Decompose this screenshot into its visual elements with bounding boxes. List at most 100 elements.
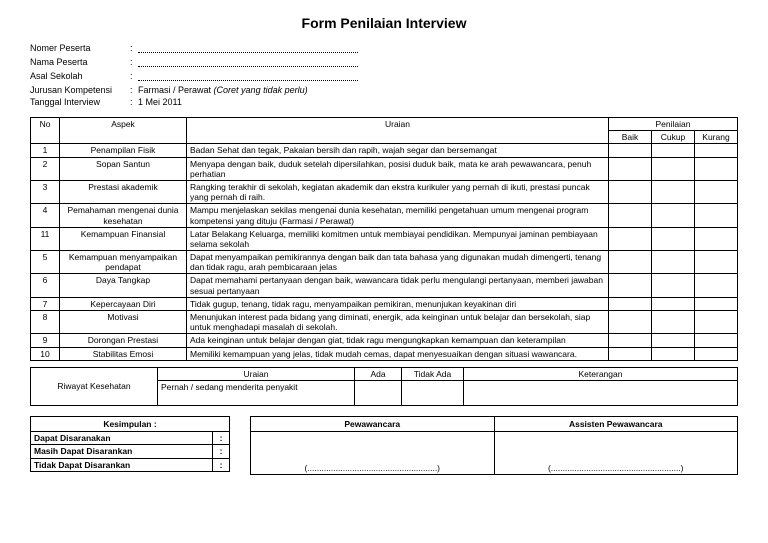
th-no: No <box>31 118 60 144</box>
cell-aspek: Kemampuan Finansial <box>60 227 187 250</box>
cell-cukup[interactable] <box>652 334 695 347</box>
cell-cukup[interactable] <box>652 251 695 274</box>
nama-value[interactable] <box>138 57 738 69</box>
cell-aspek: Stabilitas Emosi <box>60 347 187 360</box>
sign-p1-cell[interactable]: (.......................................… <box>251 432 495 475</box>
cell-aspek: Motivasi <box>60 311 187 334</box>
nomer-label: Nomer Peserta <box>30 43 130 55</box>
health-item: Pernah / sedang menderita penyakit <box>158 380 355 405</box>
cell-baik[interactable] <box>609 144 652 157</box>
cell-aspek: Dorongan Prestasi <box>60 334 187 347</box>
th-kurang: Kurang <box>695 131 738 144</box>
cell-baik[interactable] <box>609 204 652 227</box>
cell-kurang[interactable] <box>695 274 738 297</box>
cell-kurang[interactable] <box>695 334 738 347</box>
cell-kurang[interactable] <box>695 311 738 334</box>
cell-uraian: Latar Belakang Keluarga, memiliki komitm… <box>187 227 609 250</box>
cell-kurang[interactable] <box>695 180 738 203</box>
asal-value[interactable] <box>138 71 738 83</box>
cell-uraian: Tidak gugup, tenang, tidak ragu, menyamp… <box>187 297 609 310</box>
cell-cukup[interactable] <box>652 274 695 297</box>
signature-table: Pewawancara Assisten Pewawancara (......… <box>250 416 738 475</box>
sign-p2-cell[interactable]: (.......................................… <box>494 432 738 475</box>
table-row: 8MotivasiMenunjukan interest pada bidang… <box>31 311 738 334</box>
cell-no: 10 <box>31 347 60 360</box>
health-table: Riwayat Kesehatan Uraian Ada Tidak Ada K… <box>30 367 738 406</box>
cell-baik[interactable] <box>609 157 652 180</box>
cell-uraian: Ada keinginan untuk belajar dengan giat,… <box>187 334 609 347</box>
cell-cukup[interactable] <box>652 311 695 334</box>
page-title: Form Penilaian Interview <box>30 15 738 31</box>
th-penilaian: Penilaian <box>609 118 738 131</box>
cell-uraian: Menyapa dengan baik, duduk setelah diper… <box>187 157 609 180</box>
sign-p1-h: Pewawancara <box>251 416 495 431</box>
health-ket-cell[interactable] <box>464 380 738 405</box>
assessment-table: No Aspek Uraian Penilaian Baik Cukup Kur… <box>30 117 738 361</box>
health-label: Riwayat Kesehatan <box>31 367 158 405</box>
cell-uraian: Dapat memahami pertanyaan dengan baik, w… <box>187 274 609 297</box>
cell-baik[interactable] <box>609 334 652 347</box>
kesimpulan-table: Kesimpulan : Dapat Disaranakan : Masih D… <box>30 416 230 472</box>
jurusan-value: Farmasi / Perawat (Coret yang tidak perl… <box>138 85 738 95</box>
cell-baik[interactable] <box>609 227 652 250</box>
cell-no: 8 <box>31 311 60 334</box>
cell-cukup[interactable] <box>652 347 695 360</box>
cell-baik[interactable] <box>609 297 652 310</box>
jurusan-note: (Coret yang tidak perlu) <box>214 85 308 95</box>
cell-no: 1 <box>31 144 60 157</box>
cell-kurang[interactable] <box>695 144 738 157</box>
cell-cukup[interactable] <box>652 204 695 227</box>
cell-kurang[interactable] <box>695 297 738 310</box>
cell-aspek: Kemampuan menyampaikan pendapat <box>60 251 187 274</box>
table-row: 5Kemampuan menyampaikan pendapatDapat me… <box>31 251 738 274</box>
table-row: 1Penampilan FisikBadan Sehat dan tegak, … <box>31 144 738 157</box>
cell-no: 9 <box>31 334 60 347</box>
cell-baik[interactable] <box>609 180 652 203</box>
jurusan-label: Jurusan Kompetensi <box>30 85 130 95</box>
cell-cukup[interactable] <box>652 297 695 310</box>
table-row: 6Daya TangkapDapat memahami pertanyaan d… <box>31 274 738 297</box>
colon: : <box>130 43 138 55</box>
nomer-value[interactable] <box>138 43 738 55</box>
cell-aspek: Daya Tangkap <box>60 274 187 297</box>
cell-baik[interactable] <box>609 347 652 360</box>
cell-baik[interactable] <box>609 274 652 297</box>
cell-aspek: Prestasi akademik <box>60 180 187 203</box>
cell-uraian: Rangking terakhir di sekolah, kegiatan a… <box>187 180 609 203</box>
jurusan-text: Farmasi / Perawat <box>138 85 211 95</box>
table-row: 3Prestasi akademikRangking terakhir di s… <box>31 180 738 203</box>
cell-cukup[interactable] <box>652 180 695 203</box>
cell-cukup[interactable] <box>652 157 695 180</box>
cell-cukup[interactable] <box>652 144 695 157</box>
cell-no: 5 <box>31 251 60 274</box>
cell-kurang[interactable] <box>695 227 738 250</box>
cell-baik[interactable] <box>609 311 652 334</box>
cell-kurang[interactable] <box>695 157 738 180</box>
th-cukup: Cukup <box>652 131 695 144</box>
health-tidak-cell[interactable] <box>402 380 464 405</box>
table-row: 4Pemahaman mengenai dunia kesehatanMampu… <box>31 204 738 227</box>
cell-uraian: Menunjukan interest pada bidang yang dim… <box>187 311 609 334</box>
cell-baik[interactable] <box>609 251 652 274</box>
bottom-section: Kesimpulan : Dapat Disaranakan : Masih D… <box>30 416 738 475</box>
health-ada-cell[interactable] <box>355 380 402 405</box>
tanggal-label: Tanggal Interview <box>30 97 130 107</box>
cell-aspek: Kepercayaan Diri <box>60 297 187 310</box>
th-uraian: Uraian <box>187 118 609 144</box>
table-row: 7Kepercayaan DiriTidak gugup, tenang, ti… <box>31 297 738 310</box>
cell-cukup[interactable] <box>652 227 695 250</box>
table-row: 9Dorongan PrestasiAda keinginan untuk be… <box>31 334 738 347</box>
health-uraian-h: Uraian <box>158 367 355 380</box>
kesimpulan-r2: Masih Dapat Disarankan <box>31 445 213 458</box>
th-baik: Baik <box>609 131 652 144</box>
cell-kurang[interactable] <box>695 204 738 227</box>
health-ada-h: Ada <box>355 367 402 380</box>
asal-label: Asal Sekolah <box>30 71 130 83</box>
nama-label: Nama Peserta <box>30 57 130 69</box>
table-row: 10Stabilitas EmosiMemiliki kemampuan yan… <box>31 347 738 360</box>
cell-kurang[interactable] <box>695 347 738 360</box>
table-row: 2Sopan SantunMenyapa dengan baik, duduk … <box>31 157 738 180</box>
cell-aspek: Sopan Santun <box>60 157 187 180</box>
sign-p2-h: Assisten Pewawancara <box>494 416 738 431</box>
cell-kurang[interactable] <box>695 251 738 274</box>
